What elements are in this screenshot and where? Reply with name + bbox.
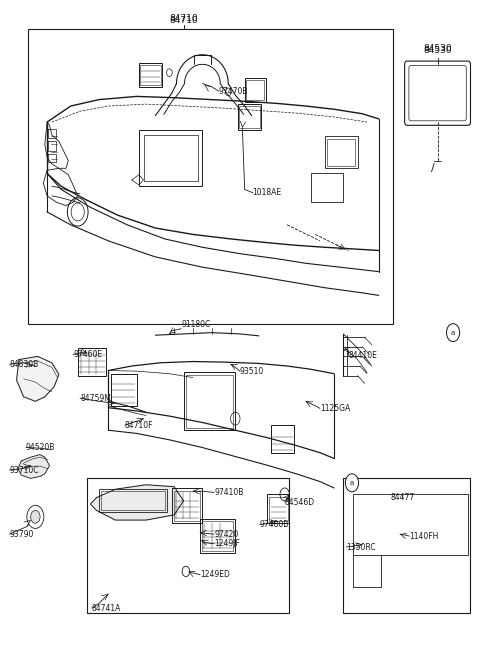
Text: 1018AE: 1018AE bbox=[252, 188, 282, 197]
Text: /: / bbox=[431, 163, 435, 174]
Text: 1249JF: 1249JF bbox=[214, 539, 240, 548]
Bar bbox=[87, 478, 289, 613]
Bar bbox=[269, 497, 288, 521]
Bar bbox=[101, 491, 165, 510]
Bar bbox=[238, 104, 261, 130]
Bar bbox=[344, 478, 470, 613]
Text: 84410E: 84410E bbox=[348, 350, 377, 360]
Circle shape bbox=[182, 567, 190, 576]
Text: 1350RC: 1350RC bbox=[346, 542, 376, 552]
Bar bbox=[78, 348, 106, 375]
Text: a: a bbox=[451, 329, 455, 335]
Bar bbox=[99, 489, 167, 512]
Bar bbox=[246, 81, 264, 100]
Bar bbox=[202, 521, 233, 551]
Bar bbox=[139, 63, 162, 86]
Text: 84741A: 84741A bbox=[92, 603, 121, 612]
Text: 97480B: 97480B bbox=[260, 520, 289, 529]
Bar bbox=[186, 375, 233, 428]
Bar bbox=[172, 488, 203, 523]
Text: a: a bbox=[350, 480, 354, 486]
Text: 84530: 84530 bbox=[423, 45, 452, 54]
Text: 91180C: 91180C bbox=[181, 320, 210, 329]
Text: 97470B: 97470B bbox=[219, 86, 248, 96]
Text: 84710: 84710 bbox=[169, 16, 198, 24]
Text: 84530: 84530 bbox=[423, 46, 452, 54]
Text: 1249ED: 1249ED bbox=[200, 570, 230, 579]
Text: 84710: 84710 bbox=[169, 14, 198, 22]
Circle shape bbox=[446, 324, 460, 342]
Polygon shape bbox=[18, 455, 49, 478]
Bar bbox=[200, 519, 235, 553]
Text: 1140FH: 1140FH bbox=[409, 532, 439, 540]
Bar bbox=[271, 425, 294, 453]
Bar bbox=[267, 495, 289, 523]
Bar bbox=[353, 495, 468, 555]
Text: 1125GA: 1125GA bbox=[320, 404, 350, 413]
Text: 94520B: 94520B bbox=[26, 443, 55, 452]
Text: 93790: 93790 bbox=[10, 530, 34, 538]
Bar bbox=[311, 174, 344, 202]
Text: 97420: 97420 bbox=[214, 530, 239, 538]
Circle shape bbox=[27, 505, 44, 529]
Polygon shape bbox=[16, 356, 59, 402]
Text: 93510: 93510 bbox=[240, 367, 264, 376]
Text: 93710C: 93710C bbox=[10, 466, 39, 474]
Text: 97460E: 97460E bbox=[73, 350, 102, 359]
Bar bbox=[239, 106, 260, 128]
Text: 84477: 84477 bbox=[390, 493, 414, 502]
Text: 84830B: 84830B bbox=[10, 360, 39, 369]
Text: 84546D: 84546D bbox=[285, 498, 315, 506]
Bar bbox=[140, 65, 161, 85]
Circle shape bbox=[31, 510, 40, 523]
Bar bbox=[139, 130, 203, 186]
Bar bbox=[245, 79, 266, 102]
Bar bbox=[183, 373, 235, 430]
Bar bbox=[110, 374, 136, 406]
Bar bbox=[327, 139, 355, 166]
Text: 84710F: 84710F bbox=[125, 421, 153, 430]
Text: 84759M: 84759M bbox=[80, 394, 111, 403]
Bar bbox=[28, 29, 393, 324]
Circle shape bbox=[346, 474, 359, 492]
Bar bbox=[324, 136, 358, 168]
Bar bbox=[174, 491, 201, 521]
Bar bbox=[144, 135, 198, 181]
Polygon shape bbox=[90, 485, 183, 520]
Text: 97410B: 97410B bbox=[214, 488, 243, 497]
